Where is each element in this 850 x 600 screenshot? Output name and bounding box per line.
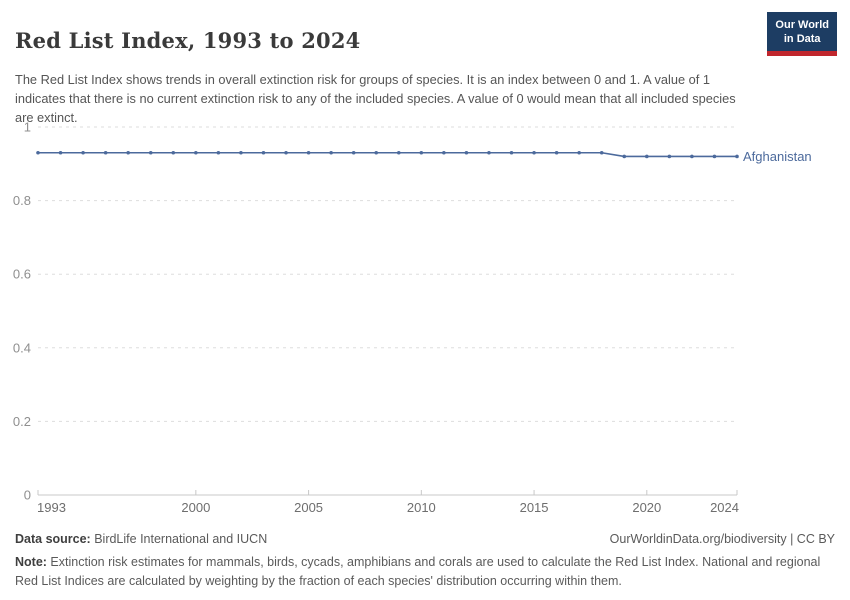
data-point — [622, 154, 627, 159]
data-point — [645, 154, 649, 159]
series-line — [37, 151, 738, 158]
x-axis-tick-label: 2024 — [710, 500, 739, 515]
x-axis-tick-label: 2020 — [632, 500, 661, 515]
data-point — [216, 150, 221, 155]
data-source-text: BirdLife International and IUCN — [90, 532, 268, 546]
data-point — [36, 150, 40, 155]
data-point — [690, 154, 694, 159]
data-source-label: Data source: — [15, 532, 91, 546]
chart-area[interactable]: 0 0.2 0.4 0.6 0.8 1 1993 2000 2005 2010 2015 2020 20… — [0, 112, 850, 524]
owid-logo-line2: in Data — [783, 33, 821, 46]
data-point — [442, 150, 446, 155]
chart-subtitle: The Red List Index shows trends in overa… — [15, 71, 736, 126]
x-axis-tick-label: 2010 — [407, 500, 436, 515]
data-point — [329, 150, 333, 155]
note-text: Extinction risk estimates for mammals, b… — [15, 555, 821, 588]
data-point — [509, 150, 514, 155]
page-title: Red List Index, 1993 to 2024 — [15, 28, 361, 54]
data-point — [126, 150, 130, 155]
owid-cc-link[interactable]: OurWorldinData.org/biodiversity | CC BY — [609, 532, 835, 546]
data-point — [735, 154, 739, 159]
data-point — [464, 150, 469, 155]
entity-label: Afghanistan — [743, 149, 812, 164]
data-point — [712, 154, 717, 159]
data-point — [194, 150, 198, 155]
data-point — [306, 150, 311, 155]
y-axis-tick-label: 0.8 — [13, 193, 31, 208]
y-axis-tick-label: 0.2 — [13, 414, 31, 429]
data-point — [58, 150, 63, 155]
data-point — [148, 150, 153, 155]
x-axis-tick-label: 2015 — [520, 500, 549, 515]
data-point — [374, 150, 379, 155]
y-axis-tick-label: 0.6 — [13, 267, 31, 282]
data-point — [577, 150, 581, 155]
data-point — [667, 154, 672, 159]
x-axis-tick-label: 2000 — [181, 500, 210, 515]
data-point — [103, 150, 108, 155]
footer-note: Note: Extinction risk estimates for mamm… — [15, 553, 832, 591]
data-point — [284, 150, 288, 155]
data-point — [171, 150, 176, 155]
data-point — [351, 150, 356, 155]
data-point — [261, 150, 266, 155]
data-point — [599, 150, 604, 155]
data-point — [419, 150, 424, 155]
data-point — [554, 150, 559, 155]
note-label: Note: — [15, 555, 47, 569]
data-point — [239, 150, 243, 155]
data-point — [487, 150, 491, 155]
y-axis-tick-label: 0.4 — [13, 340, 31, 355]
x-axis-tick-label: 1993 — [37, 500, 66, 515]
data-point — [532, 150, 536, 155]
y-axis-tick-label: 0 — [24, 488, 31, 503]
footer-sources-row: Data source: BirdLife International and … — [15, 532, 835, 546]
x-axis-tick-label: 2005 — [294, 500, 323, 515]
data-point — [81, 150, 85, 155]
owid-logo[interactable]: Our World in Data — [767, 12, 837, 56]
data-point — [396, 150, 401, 155]
red-list-index-chart[interactable]: 0 0.2 0.4 0.6 0.8 1 1993 2000 2005 2010 2015 2020 20… — [0, 112, 850, 524]
data-source: Data source: BirdLife International and … — [15, 532, 267, 546]
y-axis-tick-label: 1 — [24, 120, 31, 135]
owid-logo-line1: Our World — [775, 19, 829, 31]
